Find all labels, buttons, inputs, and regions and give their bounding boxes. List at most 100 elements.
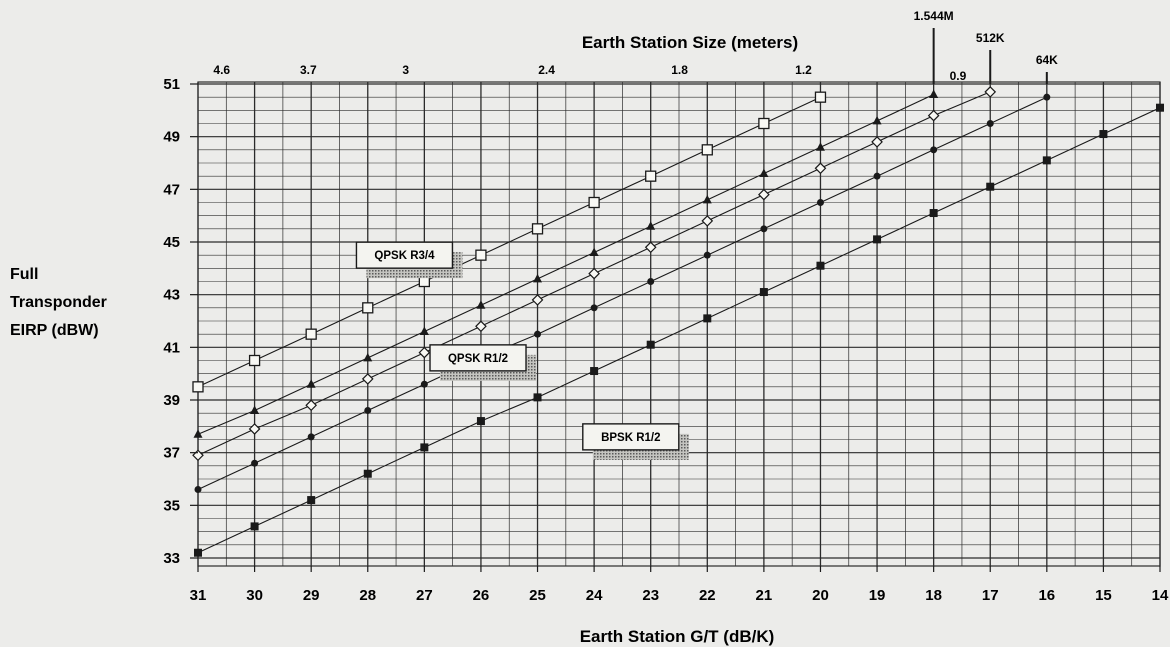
top-tick-label: 3.7	[300, 63, 317, 77]
series-label-box: QPSK R3/4	[355, 241, 463, 279]
point-triangle	[193, 429, 203, 438]
y-tick-label: 41	[163, 339, 180, 356]
top-tick-label: 1.8	[671, 63, 688, 77]
point-filled-circle	[873, 172, 881, 180]
point-filled-circle	[194, 486, 202, 494]
point-filled-circle	[760, 225, 768, 233]
y-axis-title-line-1: Full	[10, 266, 38, 283]
series-curve-2	[193, 89, 939, 438]
x-tick-label: 24	[586, 587, 603, 604]
point-open-square	[701, 144, 713, 156]
series-curve-4	[194, 93, 1051, 494]
series-label: QPSK R1/2	[448, 353, 508, 365]
point-filled-square	[590, 367, 599, 376]
y-tick-label: 37	[163, 445, 180, 462]
point-filled-circle	[420, 380, 428, 388]
y-tick-label: 49	[163, 129, 180, 146]
x-tick-label: 31	[190, 587, 207, 604]
point-open-square	[758, 117, 770, 130]
top-axis-title: Earth Station Size (meters)	[582, 33, 798, 52]
series-line	[197, 107, 1161, 554]
point-triangle	[872, 115, 882, 125]
point-open-square	[192, 381, 204, 393]
point-open-square	[531, 223, 544, 235]
y-tick-label: 35	[163, 497, 180, 514]
series-group	[192, 86, 1164, 557]
x-tick-label: 18	[925, 587, 942, 604]
point-filled-square	[307, 496, 316, 505]
top-tick-label: 3	[402, 63, 409, 77]
x-tick-label: 30	[246, 587, 263, 604]
point-open-diamond	[248, 423, 261, 435]
point-open-diamond	[361, 373, 374, 385]
x-tick-label: 21	[756, 587, 773, 604]
x-tick-label: 25	[529, 587, 546, 604]
rate-marker-label: 64K	[1036, 53, 1058, 67]
x-tick-label: 17	[982, 587, 999, 604]
point-triangle	[589, 247, 599, 257]
point-filled-square	[250, 522, 259, 531]
x-tick-label: 14	[1152, 587, 1169, 604]
point-filled-square	[194, 548, 202, 557]
point-open-diamond	[701, 215, 714, 227]
point-open-diamond	[644, 241, 657, 254]
point-open-diamond	[192, 449, 204, 462]
point-triangle	[306, 379, 316, 388]
x-tick-label: 23	[642, 587, 659, 604]
x-tick-label: 20	[812, 587, 829, 604]
point-open-diamond	[814, 162, 827, 175]
x-tick-label: 19	[869, 587, 886, 604]
point-triangle	[250, 405, 260, 415]
y-axis-title-line-3: EIRP (dBW)	[10, 322, 99, 339]
point-filled-circle	[1043, 93, 1051, 101]
y-axis-title-line-2: Transponder	[10, 294, 107, 311]
point-filled-circle	[647, 278, 655, 285]
point-open-diamond	[305, 399, 318, 412]
point-triangle	[476, 300, 486, 309]
rate-marker-label: 512K	[976, 31, 1005, 45]
series-qpsk-r3-4	[192, 91, 827, 393]
point-filled-square	[646, 340, 655, 349]
series-label: BPSK R1/2	[601, 432, 660, 444]
top-tick-label: 0.9	[950, 69, 967, 83]
point-open-square	[362, 302, 374, 314]
x-tick-label: 28	[359, 587, 376, 604]
axes: 31 30 29 28 27 26 25 24 23 22 21 20 19 18 17 16 15 143335…	[163, 9, 1169, 604]
point-filled-circle	[930, 146, 938, 154]
x-tick-label: 15	[1095, 587, 1112, 604]
x-tick-label: 22	[699, 587, 716, 604]
point-triangle	[533, 273, 543, 283]
point-open-square	[475, 249, 487, 261]
point-filled-circle	[703, 251, 711, 259]
point-open-diamond	[531, 294, 544, 306]
point-triangle	[646, 221, 656, 230]
y-tick-label: 43	[163, 287, 180, 304]
point-triangle	[815, 142, 825, 151]
point-filled-square	[476, 417, 485, 426]
point-open-diamond	[475, 320, 487, 333]
point-filled-square	[986, 182, 995, 191]
series-label-box: BPSK R1/2	[582, 423, 689, 460]
point-filled-square	[703, 314, 712, 323]
series-qpsk-r1-2	[192, 86, 997, 462]
point-filled-square	[420, 443, 429, 452]
annotations: QPSK R3/4 QPSK R1/2 BPSK R1/2	[355, 241, 689, 460]
x-tick-label: 26	[473, 587, 490, 604]
x-tick-label: 27	[416, 587, 433, 604]
series-bpsk-r1-2	[194, 103, 1164, 557]
point-filled-square	[759, 288, 768, 297]
point-open-diamond	[758, 188, 770, 201]
grid	[197, 81, 1161, 567]
point-filled-square	[363, 469, 372, 478]
point-open-square	[305, 328, 317, 340]
top-tick-label: 1.2	[795, 63, 812, 77]
point-open-diamond	[984, 86, 997, 98]
x-tick-label: 29	[303, 587, 320, 604]
series-line	[197, 94, 934, 435]
x-tick-label: 16	[1038, 587, 1055, 604]
y-tick-label: 33	[163, 550, 180, 567]
point-open-square	[814, 91, 827, 103]
point-triangle	[702, 194, 712, 204]
